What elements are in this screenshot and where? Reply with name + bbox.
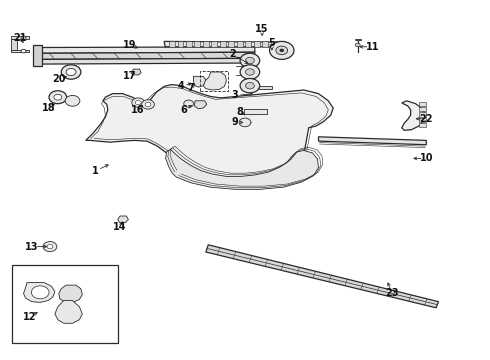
Circle shape	[21, 49, 26, 53]
Polygon shape	[254, 41, 260, 47]
Text: 13: 13	[25, 242, 39, 252]
Text: 14: 14	[113, 222, 127, 232]
Text: 20: 20	[52, 74, 66, 84]
Circle shape	[270, 41, 294, 59]
Circle shape	[245, 57, 254, 64]
Circle shape	[54, 94, 62, 100]
Polygon shape	[203, 72, 226, 90]
Polygon shape	[203, 41, 209, 47]
Circle shape	[21, 36, 26, 40]
Polygon shape	[132, 69, 141, 75]
Text: 19: 19	[123, 40, 137, 50]
Polygon shape	[86, 85, 333, 183]
Circle shape	[240, 65, 260, 79]
Polygon shape	[419, 123, 426, 127]
Text: 6: 6	[180, 105, 187, 115]
Polygon shape	[33, 45, 42, 66]
Polygon shape	[164, 41, 285, 47]
Polygon shape	[194, 76, 206, 87]
Circle shape	[355, 43, 360, 47]
Text: 15: 15	[255, 24, 269, 34]
Circle shape	[240, 78, 260, 93]
Circle shape	[276, 46, 288, 55]
Polygon shape	[237, 41, 243, 47]
Polygon shape	[419, 107, 426, 111]
Bar	[12, 265, 118, 343]
Polygon shape	[24, 283, 55, 302]
Circle shape	[49, 91, 67, 104]
Circle shape	[240, 53, 260, 68]
Polygon shape	[228, 41, 234, 47]
Text: 5: 5	[269, 38, 275, 48]
Polygon shape	[355, 39, 361, 40]
Text: 17: 17	[123, 71, 137, 81]
Circle shape	[245, 82, 254, 89]
Polygon shape	[11, 39, 17, 50]
Circle shape	[47, 244, 53, 249]
Text: 21: 21	[13, 33, 26, 43]
Polygon shape	[419, 112, 426, 117]
Circle shape	[61, 65, 81, 79]
Circle shape	[66, 68, 76, 76]
Text: 22: 22	[419, 114, 433, 124]
Circle shape	[245, 69, 254, 75]
Circle shape	[132, 98, 145, 107]
Circle shape	[280, 49, 284, 52]
Polygon shape	[39, 58, 255, 64]
Text: 23: 23	[385, 288, 399, 298]
Polygon shape	[259, 86, 272, 89]
Text: 3: 3	[232, 90, 239, 100]
Polygon shape	[59, 285, 82, 302]
Text: 2: 2	[229, 49, 236, 59]
Text: 16: 16	[130, 105, 144, 115]
Polygon shape	[195, 41, 200, 47]
Polygon shape	[419, 102, 426, 106]
Polygon shape	[195, 101, 207, 109]
Text: 8: 8	[237, 107, 244, 117]
Circle shape	[142, 100, 154, 109]
Polygon shape	[39, 52, 255, 59]
Text: 12: 12	[23, 312, 36, 322]
Polygon shape	[419, 118, 426, 122]
Polygon shape	[169, 41, 175, 47]
Text: 4: 4	[178, 81, 185, 91]
Text: 9: 9	[232, 117, 239, 127]
Text: 7: 7	[188, 83, 195, 93]
Polygon shape	[206, 245, 439, 308]
Circle shape	[239, 118, 251, 127]
Polygon shape	[271, 41, 277, 47]
Polygon shape	[177, 41, 183, 47]
Text: 11: 11	[366, 42, 379, 52]
Polygon shape	[11, 36, 29, 39]
Polygon shape	[220, 41, 226, 47]
Polygon shape	[262, 41, 268, 47]
Polygon shape	[118, 216, 128, 222]
Polygon shape	[166, 149, 318, 189]
Polygon shape	[11, 50, 29, 52]
Polygon shape	[402, 101, 425, 130]
Circle shape	[31, 286, 49, 299]
Polygon shape	[245, 41, 251, 47]
Polygon shape	[244, 109, 267, 114]
Text: 18: 18	[42, 103, 56, 113]
Circle shape	[135, 100, 141, 105]
Polygon shape	[55, 301, 82, 323]
Polygon shape	[39, 47, 255, 53]
Polygon shape	[212, 41, 218, 47]
Circle shape	[43, 242, 57, 252]
Bar	[200, 71, 228, 91]
Polygon shape	[318, 137, 426, 145]
Circle shape	[145, 102, 151, 107]
Circle shape	[184, 100, 194, 107]
Text: 1: 1	[92, 166, 99, 176]
Circle shape	[65, 95, 80, 106]
Polygon shape	[279, 41, 285, 47]
Polygon shape	[186, 41, 192, 47]
Text: 10: 10	[419, 153, 433, 163]
